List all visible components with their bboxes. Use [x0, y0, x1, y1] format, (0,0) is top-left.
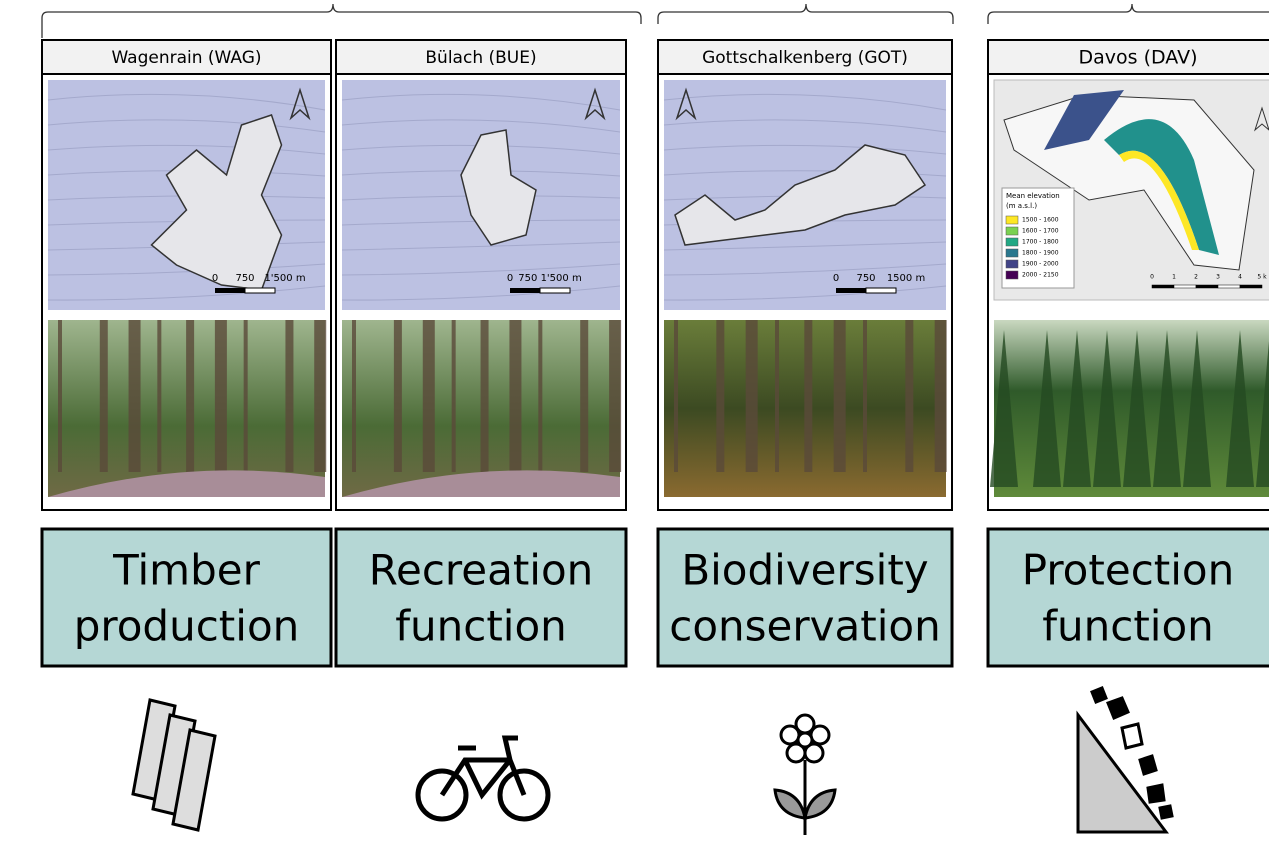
- tree-trunk: [58, 320, 62, 472]
- function-label: Biodiversity: [681, 546, 928, 595]
- tree-trunk: [352, 320, 356, 472]
- legend-label: 1800 - 1900: [1022, 250, 1059, 257]
- tree-trunk: [905, 320, 913, 472]
- tree-trunk: [863, 320, 867, 472]
- scale-label: 1500 m: [887, 273, 925, 284]
- legend-swatch: [1006, 216, 1018, 224]
- legend-swatch: [1006, 249, 1018, 257]
- scale-bar: [1218, 285, 1240, 288]
- legend-label: 1900 - 2000: [1022, 261, 1059, 268]
- scale-label: 1: [1172, 274, 1176, 281]
- tree-trunk: [157, 320, 161, 472]
- tree-trunk: [804, 320, 812, 472]
- scale-bar: [1152, 285, 1174, 288]
- bracket: [988, 4, 1269, 24]
- tree-trunk: [129, 320, 141, 472]
- scale-bar: [510, 288, 540, 293]
- figure: Wagenrain (WAG) 0 750 1'500 m Timber producti…: [0, 0, 1269, 840]
- tree-trunk: [244, 320, 248, 472]
- function-label: function: [395, 602, 567, 651]
- tree-trunk: [538, 320, 542, 472]
- legend-unit: (m a.s.l.): [1006, 202, 1037, 210]
- scale-bar: [836, 288, 866, 293]
- tree-trunk: [452, 320, 456, 472]
- function-label: function: [1042, 602, 1214, 651]
- scale-bar: [245, 288, 275, 293]
- scale-label: 1'500 m: [264, 273, 305, 284]
- scale-label: 5 k: [1257, 274, 1267, 281]
- panel-title: Gottschalkenberg (GOT): [702, 48, 908, 68]
- scale-bar: [1196, 285, 1218, 288]
- function-label: production: [74, 602, 300, 651]
- tree-trunk: [186, 320, 194, 472]
- legend-label: 1500 - 1600: [1022, 217, 1059, 224]
- tree-trunk: [746, 320, 758, 472]
- scale-bar: [540, 288, 570, 293]
- tree-trunk: [314, 320, 326, 472]
- bracket: [42, 4, 641, 38]
- scale-label: 0: [833, 273, 839, 284]
- scale-bar: [215, 288, 245, 293]
- scale-label: 750 1'500 m: [518, 273, 581, 284]
- legend-swatch: [1006, 227, 1018, 235]
- tree-trunk: [716, 320, 724, 472]
- function-label: Timber: [112, 546, 260, 595]
- scale-label: 0: [212, 273, 218, 284]
- legend-swatch: [1006, 238, 1018, 246]
- bicycle-icon: [418, 738, 548, 819]
- legend-label: 1700 - 1800: [1022, 239, 1059, 246]
- tree-trunk: [100, 320, 108, 472]
- bracket: [658, 4, 953, 24]
- function-label: conservation: [669, 602, 940, 651]
- scale-label: 0: [507, 273, 513, 284]
- scale-label: 750: [235, 273, 254, 284]
- legend-label: 1600 - 1700: [1022, 228, 1059, 235]
- panel-title: Bülach (BUE): [425, 48, 536, 68]
- tree-trunk: [609, 320, 621, 472]
- tree-trunk: [481, 320, 489, 472]
- tree-trunk: [285, 320, 293, 472]
- scale-bar: [1240, 285, 1262, 288]
- flower-icon: [775, 715, 835, 835]
- legend-title: Mean elevation: [1006, 192, 1060, 200]
- legend-label: 2000 - 2150: [1022, 272, 1059, 279]
- scale-label: 750: [856, 273, 875, 284]
- scale-label: 0: [1150, 274, 1154, 281]
- legend-swatch: [1006, 271, 1018, 279]
- tree-trunk: [215, 320, 227, 472]
- timber-icon: [133, 700, 215, 830]
- tree-trunk: [509, 320, 521, 472]
- tree-trunk: [394, 320, 402, 472]
- panel-title: Davos (DAV): [1079, 47, 1198, 69]
- tree-trunk: [423, 320, 435, 472]
- rockfall-icon: [1078, 688, 1172, 832]
- page: Wagenrain (WAG) 0 750 1'500 m Timber producti…: [0, 0, 1269, 844]
- scale-label: 3: [1216, 274, 1220, 281]
- tree-trunk: [775, 320, 779, 472]
- tree-trunk: [834, 320, 846, 472]
- function-label: Protection: [1022, 546, 1234, 595]
- scale-label: 2: [1194, 274, 1198, 281]
- panel-title: Wagenrain (WAG): [111, 48, 261, 68]
- tree-trunk: [935, 320, 947, 472]
- scale-bar: [1174, 285, 1196, 288]
- legend-swatch: [1006, 260, 1018, 268]
- function-label: Recreation: [369, 546, 594, 595]
- tree-trunk: [674, 320, 678, 472]
- scale-label: 4: [1238, 274, 1242, 281]
- tree-trunk: [580, 320, 588, 472]
- scale-bar: [866, 288, 896, 293]
